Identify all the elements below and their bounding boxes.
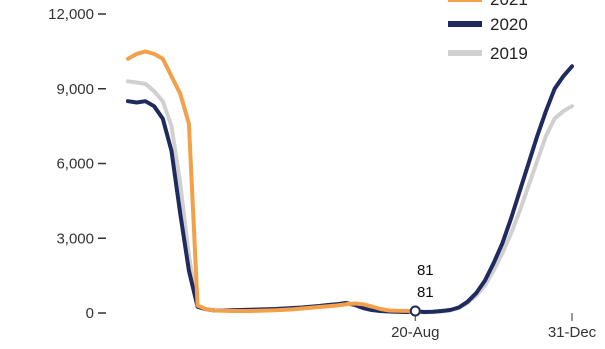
y-tick-label: 6,000	[56, 156, 94, 173]
y-tick-label: 12,000	[48, 6, 94, 23]
y-tick-label: 0	[86, 305, 94, 322]
legend-label-2021: 2021	[490, 0, 528, 9]
annotation-markers	[409, 305, 421, 317]
y-axis: 0 3,000 6,000 9,000 12,000	[48, 6, 106, 322]
series-line-2021	[126, 49, 418, 313]
annotation-label: 81	[417, 262, 434, 279]
end-marker-2020	[409, 305, 421, 317]
legend: 2021 2020 2019	[448, 0, 528, 63]
legend-label-2019: 2019	[490, 44, 528, 63]
x-axis: 20-Aug 31-Dec	[391, 313, 597, 341]
x-tick-label: 31-Dec	[548, 324, 597, 341]
y-tick-label: 9,000	[56, 81, 94, 98]
annotation-label: 81	[417, 284, 434, 301]
series-lines	[126, 49, 574, 315]
legend-label-2020: 2020	[490, 15, 528, 34]
x-tick-label: 20-Aug	[391, 324, 439, 341]
y-tick-label: 3,000	[56, 230, 94, 247]
